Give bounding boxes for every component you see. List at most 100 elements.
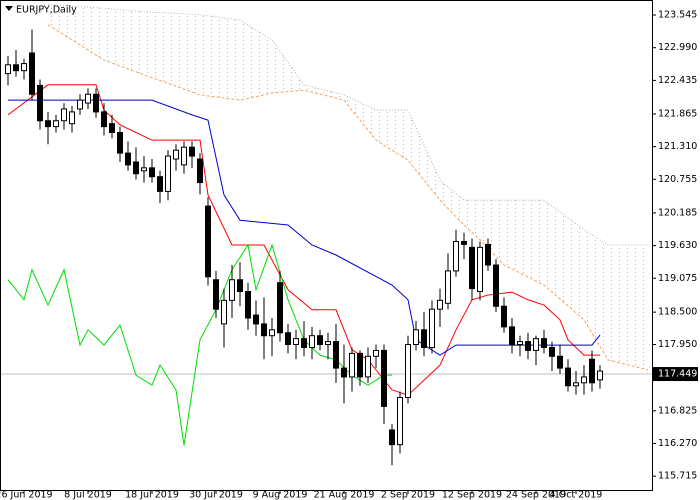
candle-body (373, 349, 379, 357)
title-triangle (5, 6, 13, 11)
candle-body (493, 264, 499, 307)
candle-body (445, 270, 451, 304)
candle-body (125, 152, 131, 166)
x-tick-label: 30 Jul 2019 (189, 490, 243, 500)
candle-body (53, 120, 59, 128)
candle-body (173, 149, 179, 160)
candle-body (109, 123, 115, 134)
y-tick-label: 116.825 (658, 405, 697, 416)
candle-body (37, 84, 43, 122)
candle-body (325, 341, 331, 346)
candle-body (253, 314, 259, 325)
candle-body (165, 155, 171, 192)
candle-body (413, 329, 419, 346)
x-tick-label: 26 Jun 2019 (0, 490, 53, 500)
candle-body (285, 332, 291, 346)
candle-body (501, 305, 507, 328)
candle-body (213, 279, 219, 310)
indicator-line (8, 99, 601, 356)
candle-body (69, 111, 75, 125)
candle-body (149, 167, 155, 178)
y-tick-label: 122.990 (658, 42, 697, 53)
candle-body (101, 111, 107, 128)
candle-body (597, 370, 603, 381)
candle-body (221, 299, 227, 325)
x-tick-label: 12 Sep 2019 (442, 490, 502, 500)
candle-body (117, 132, 123, 154)
candle-body (21, 63, 27, 72)
candle-body (341, 367, 347, 378)
candle-body (77, 99, 83, 110)
candle-body (357, 352, 363, 378)
candle-body (157, 176, 163, 192)
last-price-label: 117.449 (658, 369, 697, 380)
y-tick-label: 121.310 (658, 141, 697, 152)
candle-body (469, 246, 475, 290)
x-tick-label: 4 Oct 2019 (550, 490, 603, 500)
candle-body (93, 93, 99, 113)
y-tick-label: 117.950 (658, 339, 697, 350)
candle-body (5, 64, 11, 75)
candle-body (229, 279, 235, 301)
candle-body (349, 352, 355, 378)
candle-body (45, 120, 51, 128)
candle-body (589, 358, 595, 384)
candle-body (381, 349, 387, 407)
x-tick-label: 24 Sep 2019 (506, 490, 566, 500)
candle-body (205, 205, 211, 278)
candle-body (29, 52, 35, 95)
candle-body (365, 355, 371, 378)
candle-body (549, 346, 555, 357)
candle-body (197, 158, 203, 184)
last-price-box (652, 367, 698, 382)
candle-body (181, 146, 187, 166)
y-tick-label: 115.715 (658, 471, 697, 482)
candle-body (557, 355, 563, 369)
y-tick-label: 123.545 (658, 10, 697, 21)
x-tick-label: 18 Jul 2019 (125, 490, 179, 500)
candle-body (269, 329, 275, 337)
candle-body (437, 299, 443, 310)
candle-body (485, 243, 491, 266)
candle-body (301, 338, 307, 348)
candle-body (525, 341, 531, 351)
chart-title: EURJPY,Daily (16, 5, 77, 16)
candle-body (517, 341, 523, 346)
candle-body (13, 64, 19, 72)
candle-body (405, 344, 411, 399)
cloud-fill (48, 4, 648, 370)
y-tick-label: 121.865 (658, 108, 697, 119)
candle-body (61, 108, 67, 122)
y-tick-label: 120.755 (658, 174, 697, 185)
candle-body (581, 376, 587, 384)
candle-body (461, 240, 467, 245)
y-tick-label: 119.075 (658, 273, 697, 284)
candle-body (189, 146, 195, 157)
candle-body (261, 323, 267, 337)
candle-body (85, 93, 91, 104)
candle-body (237, 279, 243, 293)
candle-body (141, 167, 147, 172)
candle-body (333, 341, 339, 369)
candle-body (421, 329, 427, 348)
candle-body (389, 429, 395, 446)
candle-body (397, 397, 403, 446)
y-tick-label: 118.500 (658, 307, 697, 318)
x-tick-label: 21 Aug 2019 (314, 490, 375, 500)
candle-body (573, 382, 579, 387)
candle-body (245, 291, 251, 319)
candle-body (277, 282, 283, 334)
candle-body (533, 338, 539, 351)
candle-body (565, 367, 571, 387)
x-tick-label: 2 Sep 2019 (381, 490, 435, 500)
candle-body (509, 326, 515, 346)
y-tick-label: 122.435 (658, 75, 697, 86)
candle-body (477, 246, 483, 293)
candle-body (293, 338, 299, 346)
plot-area (1, 4, 652, 466)
x-tick-label: 9 Aug 2019 (253, 490, 308, 500)
x-tick-label: 8 Jul 2019 (64, 490, 112, 500)
candle-body (317, 335, 323, 346)
candle-body (429, 308, 435, 348)
